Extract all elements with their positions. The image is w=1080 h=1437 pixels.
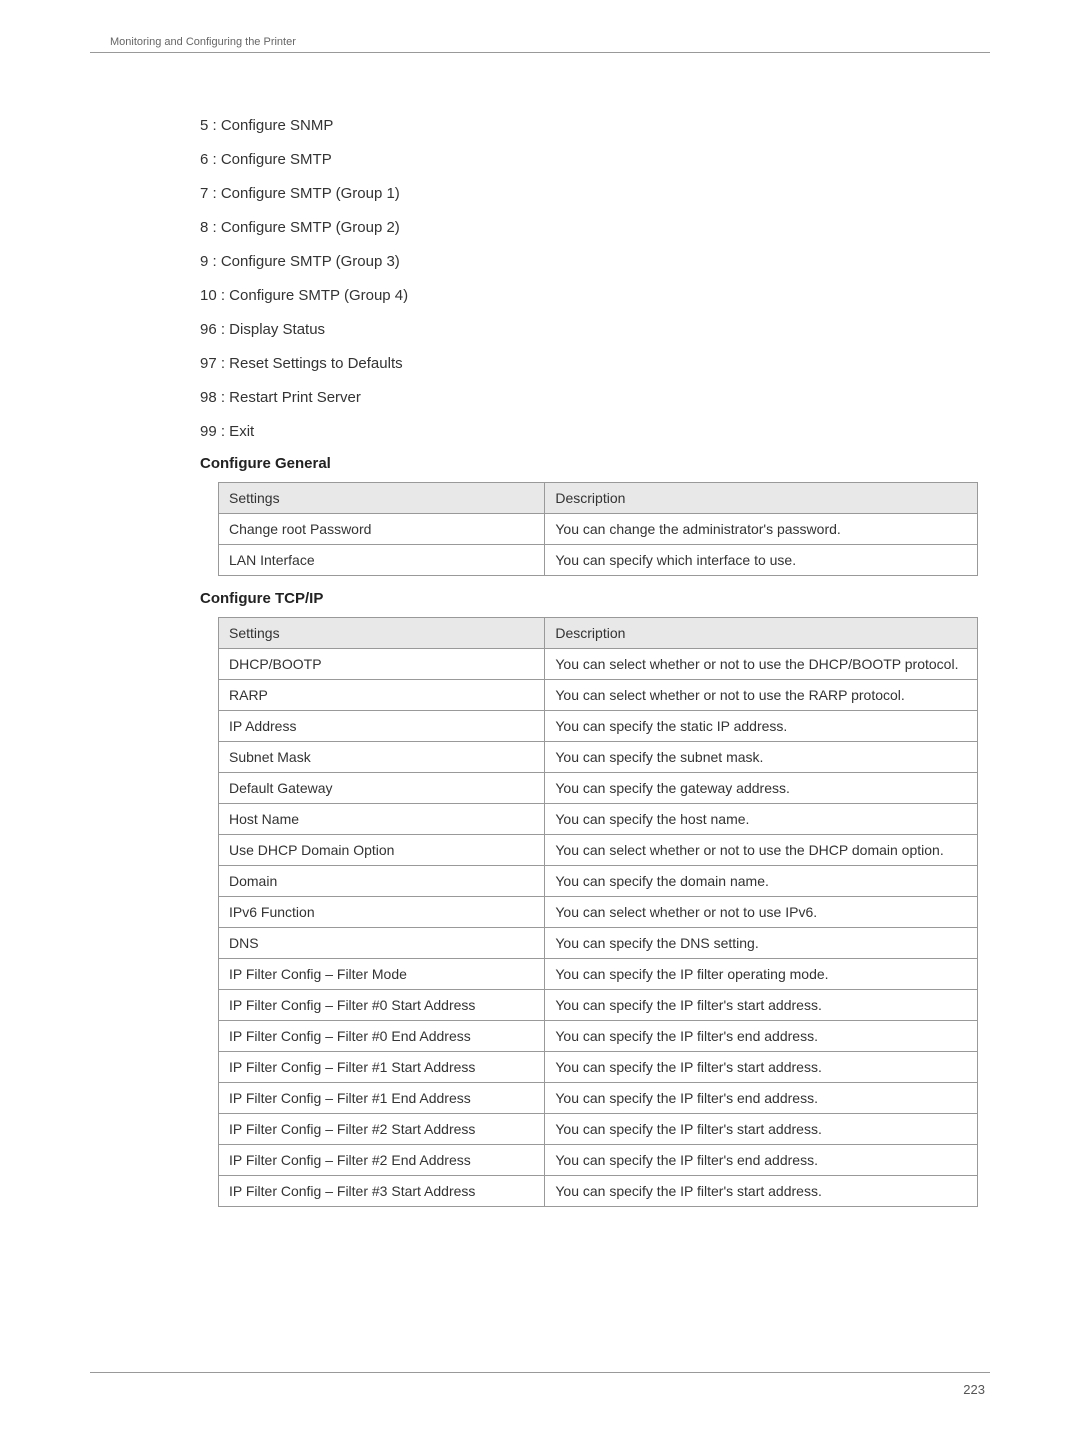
cell-setting: IP Filter Config – Filter #3 Start Addre… [219, 1176, 545, 1207]
column-header-description: Description [545, 618, 978, 649]
main-content: 5 : Configure SNMP 6 : Configure SMTP 7 … [200, 115, 990, 1221]
page-number: 223 [963, 1382, 985, 1397]
cell-setting: Host Name [219, 804, 545, 835]
table-row: Use DHCP Domain Option You can select wh… [219, 835, 978, 866]
cell-setting: IP Filter Config – Filter #1 End Address [219, 1083, 545, 1114]
table-row: IP Filter Config – Filter Mode You can s… [219, 959, 978, 990]
table-row: DNS You can specify the DNS setting. [219, 928, 978, 959]
cell-description: You can specify the IP filter's start ad… [545, 1114, 978, 1145]
cell-description: You can specify the static IP address. [545, 711, 978, 742]
cell-setting: IP Filter Config – Filter #1 Start Addre… [219, 1052, 545, 1083]
cell-setting: LAN Interface [219, 545, 545, 576]
table-row: IP Address You can specify the static IP… [219, 711, 978, 742]
table-row: LAN Interface You can specify which inte… [219, 545, 978, 576]
cell-setting: DNS [219, 928, 545, 959]
cell-setting: Domain [219, 866, 545, 897]
cell-description: You can specify the IP filter's end addr… [545, 1021, 978, 1052]
table-row: IP Filter Config – Filter #2 Start Addre… [219, 1114, 978, 1145]
header-breadcrumb: Monitoring and Configuring the Printer [110, 36, 296, 48]
menu-item: 10 : Configure SMTP (Group 4) [200, 285, 990, 306]
table-row: IP Filter Config – Filter #1 Start Addre… [219, 1052, 978, 1083]
table-row: Default Gateway You can specify the gate… [219, 773, 978, 804]
cell-setting: Use DHCP Domain Option [219, 835, 545, 866]
cell-description: You can specify the IP filter's end addr… [545, 1145, 978, 1176]
configure-tcpip-heading: Configure TCP/IP [200, 590, 990, 607]
cell-setting: Default Gateway [219, 773, 545, 804]
cell-setting: Subnet Mask [219, 742, 545, 773]
cell-setting: DHCP/BOOTP [219, 649, 545, 680]
cell-description: You can specify the DNS setting. [545, 928, 978, 959]
table-row: IP Filter Config – Filter #0 End Address… [219, 1021, 978, 1052]
menu-item: 9 : Configure SMTP (Group 3) [200, 251, 990, 272]
menu-item: 99 : Exit [200, 421, 990, 442]
footer-divider [90, 1372, 990, 1373]
configure-general-heading: Configure General [200, 455, 990, 472]
table-row: IPv6 Function You can select whether or … [219, 897, 978, 928]
table-header-row: Settings Description [219, 618, 978, 649]
menu-item: 97 : Reset Settings to Defaults [200, 353, 990, 374]
menu-item: 5 : Configure SNMP [200, 115, 990, 136]
column-header-settings: Settings [219, 618, 545, 649]
cell-description: You can specify which interface to use. [545, 545, 978, 576]
cell-description: You can specify the host name. [545, 804, 978, 835]
cell-description: You can select whether or not to use the… [545, 680, 978, 711]
cell-description: You can specify the IP filter's start ad… [545, 1176, 978, 1207]
table-row: IP Filter Config – Filter #3 Start Addre… [219, 1176, 978, 1207]
configure-general-table: Settings Description Change root Passwor… [218, 482, 978, 576]
column-header-settings: Settings [219, 483, 545, 514]
cell-setting: IP Filter Config – Filter #0 Start Addre… [219, 990, 545, 1021]
cell-description: You can specify the IP filter's start ad… [545, 990, 978, 1021]
cell-setting: IP Filter Config – Filter #2 Start Addre… [219, 1114, 545, 1145]
column-header-description: Description [545, 483, 978, 514]
cell-description: You can select whether or not to use the… [545, 835, 978, 866]
menu-item: 7 : Configure SMTP (Group 1) [200, 183, 990, 204]
table-row: Change root Password You can change the … [219, 514, 978, 545]
cell-setting: IP Filter Config – Filter #2 End Address [219, 1145, 545, 1176]
cell-description: You can specify the IP filter operating … [545, 959, 978, 990]
table-row: RARP You can select whether or not to us… [219, 680, 978, 711]
cell-description: You can specify the IP filter's start ad… [545, 1052, 978, 1083]
menu-item: 6 : Configure SMTP [200, 149, 990, 170]
cell-setting: IP Filter Config – Filter #0 End Address [219, 1021, 545, 1052]
cell-description: You can specify the domain name. [545, 866, 978, 897]
cell-description: You can specify the subnet mask. [545, 742, 978, 773]
cell-description: You can change the administrator's passw… [545, 514, 978, 545]
table-row: Host Name You can specify the host name. [219, 804, 978, 835]
configure-tcpip-table: Settings Description DHCP/BOOTP You can … [218, 617, 978, 1207]
table-row: DHCP/BOOTP You can select whether or not… [219, 649, 978, 680]
cell-description: You can specify the gateway address. [545, 773, 978, 804]
table-header-row: Settings Description [219, 483, 978, 514]
table-row: IP Filter Config – Filter #0 Start Addre… [219, 990, 978, 1021]
table-row: Subnet Mask You can specify the subnet m… [219, 742, 978, 773]
table-row: IP Filter Config – Filter #1 End Address… [219, 1083, 978, 1114]
cell-description: You can specify the IP filter's end addr… [545, 1083, 978, 1114]
cell-description: You can select whether or not to use IPv… [545, 897, 978, 928]
menu-item: 96 : Display Status [200, 319, 990, 340]
menu-item: 8 : Configure SMTP (Group 2) [200, 217, 990, 238]
header-divider [90, 52, 990, 53]
menu-item: 98 : Restart Print Server [200, 387, 990, 408]
cell-description: You can select whether or not to use the… [545, 649, 978, 680]
cell-setting: IP Filter Config – Filter Mode [219, 959, 545, 990]
cell-setting: Change root Password [219, 514, 545, 545]
cell-setting: IP Address [219, 711, 545, 742]
cell-setting: IPv6 Function [219, 897, 545, 928]
cell-setting: RARP [219, 680, 545, 711]
table-row: Domain You can specify the domain name. [219, 866, 978, 897]
table-row: IP Filter Config – Filter #2 End Address… [219, 1145, 978, 1176]
